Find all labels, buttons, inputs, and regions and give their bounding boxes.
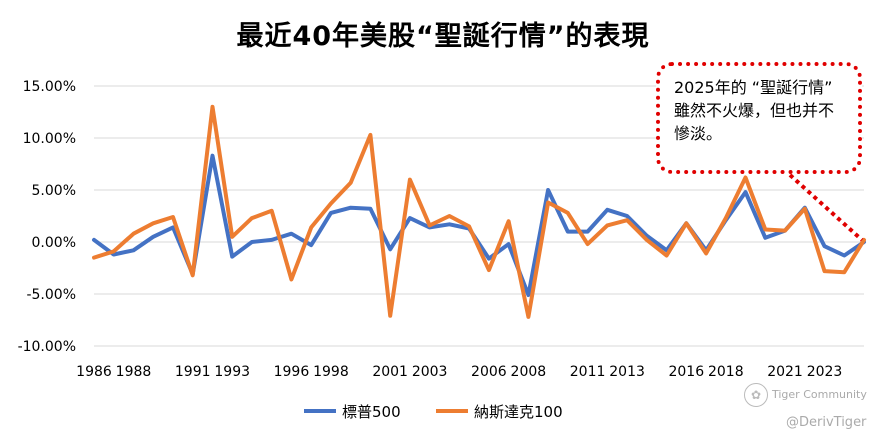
x-tick-label: 2003 [412,364,448,380]
x-tick-label: 2016 [668,364,704,380]
watermark-handle: @DerivTiger [786,415,867,430]
y-tick-label: 0.00% [32,235,76,251]
x-tick-label: 1996 [274,364,310,380]
watermark-community-text: Tiger Community [772,388,867,401]
y-tick-label: 10.00% [23,131,76,147]
series-line-sp500 [92,153,866,297]
x-tick-label: 1991 [175,364,211,380]
x-axis-ticks: 1986 1988 1991 1993 1996 1998 2001 2003 2006 2008… [76,364,842,380]
x-tick-label: 2021 [767,364,803,380]
watermark-community: ✿ Tiger Community [744,383,867,407]
x-tick-label: 2006 [471,364,507,380]
y-tick-label: -5.00% [26,287,76,303]
chart-title: 最近40年美股“聖誕行情”的表現 [236,21,650,52]
legend: 標普500 納斯達克100 [304,403,563,421]
x-tick-label: 1986 [76,364,112,380]
callout-pointer [788,173,864,242]
x-tick-label: 2008 [511,364,547,380]
y-axis-ticks: 15.00% 10.00% 5.00% 0.00% -5.00% -10.00% [18,79,76,355]
x-tick-label: 1988 [116,364,152,380]
x-tick-label: 1998 [313,364,349,380]
callout-text: 2025年的 “聖誕行情” 雖然不火爆，但也并不慘淡。 [674,78,835,143]
y-tick-label: 15.00% [23,79,76,95]
y-tick-label: -10.00% [18,339,76,355]
callout-box: 2025年的 “聖誕行情” 雖然不火爆，但也并不慘淡。 [656,62,862,174]
legend-label-sp500: 標普500 [342,403,401,421]
series-lines [92,104,866,319]
x-tick-label: 2013 [609,364,645,380]
y-tick-label: 5.00% [32,183,76,199]
x-tick-label: 2001 [372,364,408,380]
tiger-logo-icon: ✿ [744,383,768,407]
series-line-nasdaq100 [92,104,866,319]
x-tick-label: 1993 [214,364,250,380]
legend-label-nasdaq100: 納斯達克100 [474,403,563,421]
x-tick-label: 2018 [708,364,744,380]
x-tick-label: 2011 [570,364,606,380]
x-tick-label: 2023 [807,364,843,380]
